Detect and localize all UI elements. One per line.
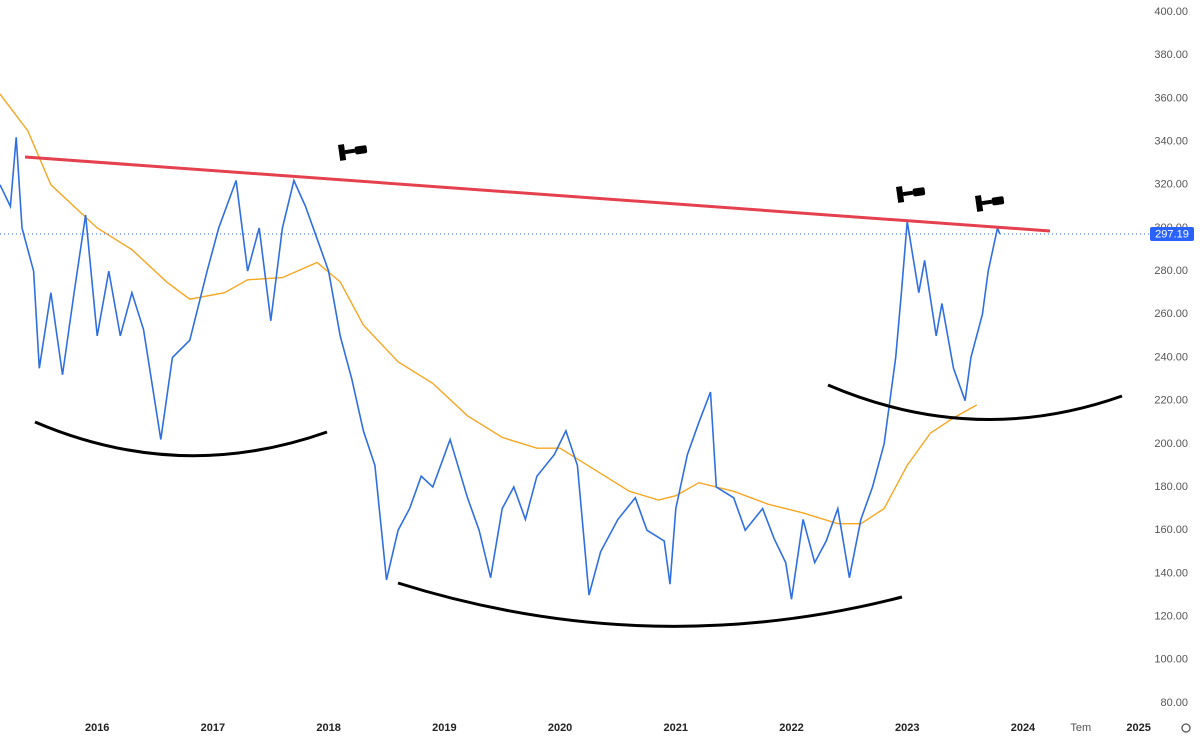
x-tick-label: 2024 — [1011, 722, 1036, 734]
x-tick-label: 2017 — [201, 722, 225, 734]
price-line — [0, 93, 978, 525]
gavel-icon — [338, 144, 368, 161]
y-tick-label: 340.00 — [1154, 136, 1188, 148]
y-tick-label: 220.00 — [1154, 395, 1188, 407]
y-tick-label: 160.00 — [1154, 524, 1188, 536]
x-tick-label: 2018 — [316, 722, 340, 734]
settings-gear[interactable] — [1181, 723, 1191, 733]
gavel-icon — [975, 195, 1005, 212]
x-tick-label: 2021 — [664, 722, 688, 734]
y-tick-label: 400.00 — [1154, 6, 1188, 18]
y-tick-label: 240.00 — [1154, 351, 1188, 363]
support-arc — [827, 383, 1123, 422]
y-tick-label: 120.00 — [1154, 610, 1188, 622]
y-tick-label: 260.00 — [1154, 308, 1188, 320]
drawings — [24, 144, 1123, 628]
x-tick-label: 2022 — [779, 722, 803, 734]
x-tick-label: 2023 — [895, 722, 919, 734]
y-tick-label: 180.00 — [1154, 481, 1188, 493]
gavel-icon — [896, 186, 926, 203]
x-tick-label: Tem — [1070, 722, 1091, 734]
last-price-label: 297.19 — [1155, 228, 1189, 240]
x-tick-label: 2020 — [548, 722, 572, 734]
x-tick-label: 2025 — [1126, 722, 1150, 734]
last-price-badge — [1150, 227, 1194, 242]
x-tick-label: 2019 — [432, 722, 456, 734]
y-tick-label: 140.00 — [1154, 567, 1188, 579]
trend-line — [24, 155, 1051, 233]
y-tick-label: 200.00 — [1154, 438, 1188, 450]
plot-area — [0, 93, 1001, 600]
x-tick-label: 2016 — [85, 722, 109, 734]
support-arc — [397, 581, 903, 628]
y-tick-label: 100.00 — [1154, 654, 1188, 666]
y-tick-label: 80.00 — [1160, 697, 1188, 709]
settings-icon[interactable] — [1181, 723, 1191, 733]
y-tick-label: 320.00 — [1154, 179, 1188, 191]
y-tick-label: 280.00 — [1154, 265, 1188, 277]
y-tick-label: 360.00 — [1154, 92, 1188, 104]
y-tick-label: 380.00 — [1154, 49, 1188, 61]
price-line — [0, 137, 1001, 600]
support-arc — [34, 420, 328, 458]
